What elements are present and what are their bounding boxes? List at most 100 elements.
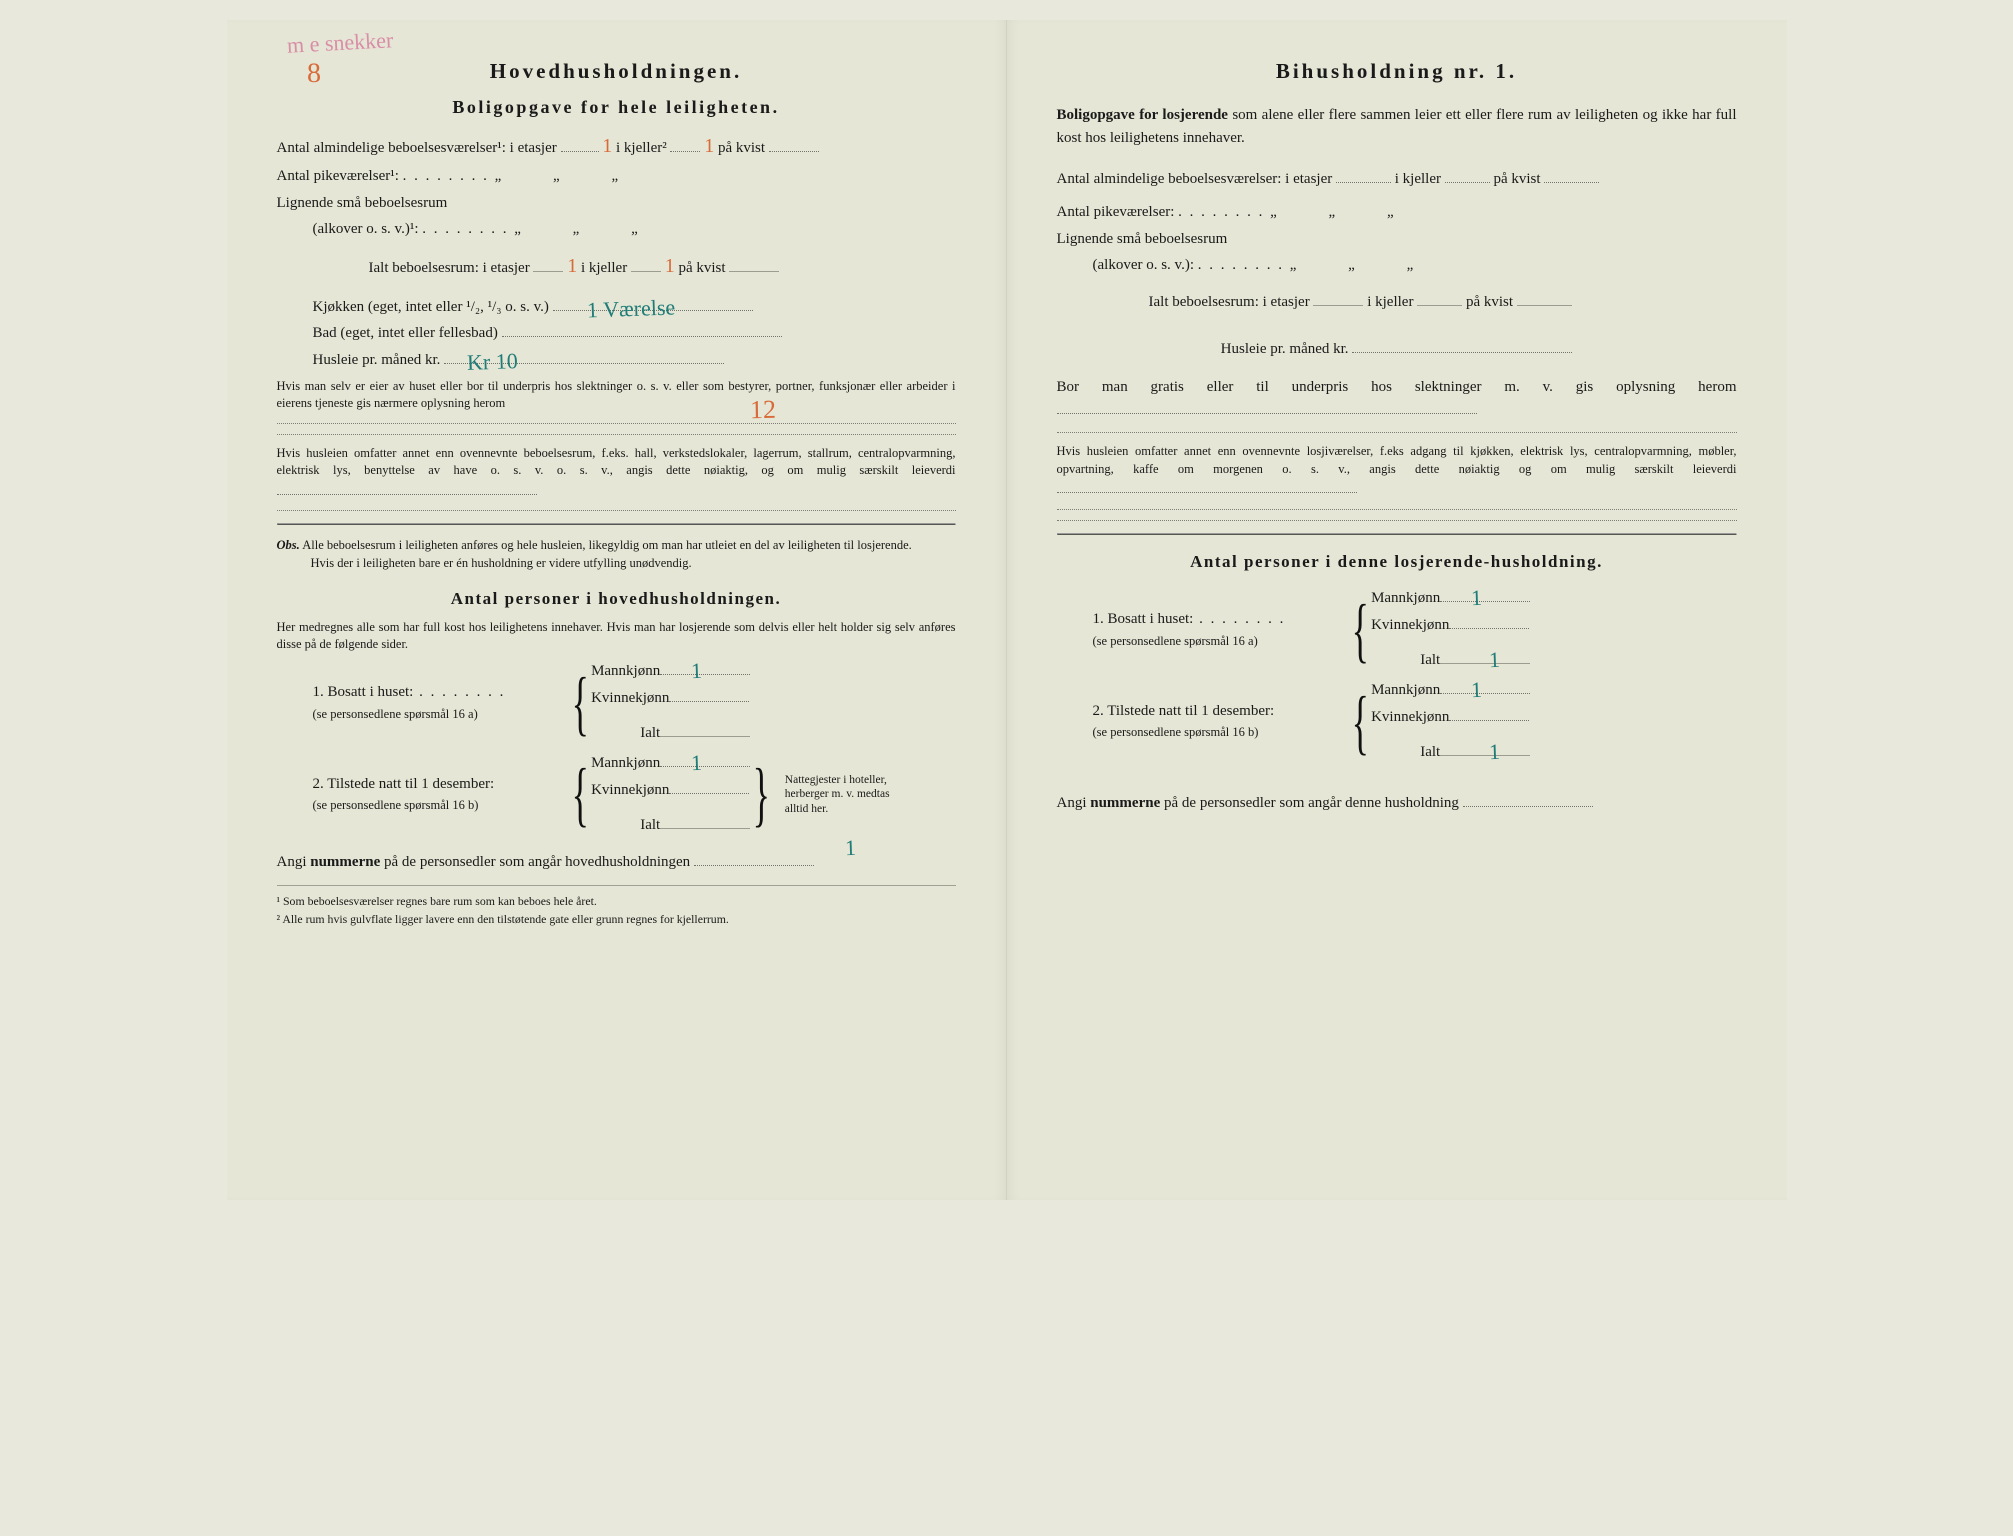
r-alkover: (alkover o. s. v.): „ „ „ [1057,254,1737,277]
left-title-2: Boligopgave for hele leiligheten. [277,94,956,122]
rule-1 [277,423,956,424]
kvinne-2: Kvinnekjønn [591,782,669,798]
r-ialt-1: Ialt [1420,652,1440,668]
ialt-1: Ialt [640,725,660,741]
r-rule-2 [1057,509,1737,510]
r-pike: Antal pikeværelser: [1057,204,1175,220]
hand-12: 12 [749,392,776,429]
husleie-note-text: Hvis husleien omfatter annet enn ovennev… [277,446,956,478]
r-rule-solid [1057,533,1737,535]
hand-angi: 1 [844,831,856,865]
r-alkover-label: (alkover o. s. v.): [1093,257,1195,273]
rule-solid-1 [277,523,956,525]
ialt-2: Ialt [640,817,660,833]
r-kvist: på kvist [1493,171,1540,187]
hand-mann-2: 1 [690,745,702,779]
rule-2 [277,434,956,435]
r-kvinne-2: Kvinnekjønn [1371,709,1449,725]
kjokken-label: Kjøkken (eget, intet eller ¹/₂, ¹/₃ o. s… [313,299,549,315]
line-ialt: Ialt beboelsesrum: i etasjer 1 i kjeller… [277,251,956,282]
item1-label: 1. Bosatt i huset: [313,681,563,704]
line-rooms: Antal almindelige beboelsesværelser¹: i … [277,131,956,162]
antal-note: Her medregnes alle som har full kost hos… [277,619,956,654]
r-line-rooms: Antal almindelige beboelsesværelser: i e… [1057,168,1737,191]
r-kjeller: i kjeller [1395,171,1441,187]
r-husleie: Husleie pr. måned kr. [1057,338,1737,361]
kvinne-1: Kvinnekjønn [591,690,669,706]
handwritten-pink-top: m e snekker [286,23,394,63]
line-kjokken: Kjøkken (eget, intet eller ¹/₂, ¹/₃ o. s… [277,296,956,319]
ialt-kvist: på kvist [678,260,725,276]
owner-note: Hvis man selv er eier av huset eller bor… [277,378,956,413]
rooms-kjeller: i kjeller² [616,140,667,156]
right-page: Bihusholdning nr. 1. Boligopgave for los… [1007,20,1787,1200]
antal-heading: Antal personer i hovedhusholdningen. [277,586,956,612]
r-husleie-note: Hvis husleien omfatter annet enn ovennev… [1057,443,1737,499]
group-2: 2. Tilstede natt til 1 desember: (se per… [313,752,956,838]
rooms-label: Antal almindelige beboelsesværelser¹: i … [277,140,557,156]
hand-kjeller: 1 [704,135,714,157]
r-item2-sub: (se personsedlene spørsmål 16 b) [1093,723,1343,742]
rooms-kvist: på kvist [718,140,765,156]
ialt-kjeller: i kjeller [581,260,627,276]
r-item2-label: 2. Tilstede natt til 1 desember: [1093,700,1343,723]
r-hand-ialt-2: 1 [1489,735,1501,769]
r-antal-h: Antal personer i denne losjerende-hushol… [1057,549,1737,575]
r-item1-sub: (se personsedlene spørsmål 16 a) [1093,632,1343,651]
hand-ialt-e: 1 [567,255,577,277]
mann-2: Mannkjønn [591,755,660,771]
husleie-note: Hvis husleien omfatter annet enn ovennev… [277,445,956,501]
item2-label: 2. Tilstede natt til 1 desember: [313,773,563,796]
r-mann-1: Mannkjønn [1371,590,1440,606]
item2-sub: (se personsedlene spørsmål 16 b) [313,796,563,815]
rule-3 [277,510,956,511]
r-ialt: Ialt beboelsesrum: i etasjer i kjeller p… [1057,291,1737,314]
fn1: ¹ Som beboelsesværelser regnes bare rum … [277,892,956,910]
r-rule-3 [1057,520,1737,521]
right-title: Bihusholdning nr. 1. [1057,55,1737,88]
line-lign: Lignende små beboelsesrum [277,192,956,215]
obs-text-1: Alle beboelsesrum i leiligheten anføres … [302,538,912,552]
obs-text-2: Hvis der i leiligheten bare er én hushol… [311,555,692,573]
line-husleie: Husleie pr. måned kr. Kr 10 [277,349,956,372]
r-hand-mann-1: 1 [1470,581,1482,615]
hand-mann-1: 1 [690,654,702,688]
r-husleie-label: Husleie pr. måned kr. [1221,341,1349,357]
r-kvinne-1: Kvinnekjønn [1371,617,1449,633]
r-gratis-text: Bor man gratis eller til underpris hos s… [1057,379,1737,395]
r-hand-mann-2: 1 [1470,672,1482,706]
r-line-pike: Antal pikeværelser: „ „ „ [1057,201,1737,224]
handwritten-red-8: 8 [306,52,321,96]
r-line-lign: Lignende små beboelsesrum [1057,228,1737,251]
r-ialt-kvist: på kvist [1466,294,1513,310]
intro-bold: Boligopgave for losjerende [1057,107,1228,123]
line-alkover: (alkover o. s. v.)¹: „ „ „ [277,218,956,241]
r-angi: Angi nummerne på de personsedler som ang… [1057,792,1737,815]
owner-note-text: Hvis man selv er eier av huset eller bor… [277,379,956,411]
footnotes: ¹ Som beboelsesværelser regnes bare rum … [277,885,956,929]
r-gratis: Bor man gratis eller til underpris hos s… [1057,376,1737,423]
obs-label: Obs. [277,538,300,552]
left-page: m e snekker 8 Hovedhusholdningen. Boligo… [227,20,1007,1200]
husleie-label: Husleie pr. måned kr. [313,352,441,368]
hand-husleie: Kr 10 [466,344,518,380]
mann-1: Mannkjønn [591,663,660,679]
right-intro: Boligopgave for losjerende som alene ell… [1057,104,1737,151]
left-title-1: Hovedhusholdningen. [277,55,956,88]
document-spread: m e snekker 8 Hovedhusholdningen. Boligo… [227,20,1787,1200]
r-ialt-kjeller: i kjeller [1367,294,1413,310]
group-1: 1. Bosatt i huset: (se personsedlene spø… [313,660,956,746]
hand-ialt-k: 1 [665,255,675,277]
line-pike: Antal pikeværelser¹: „ „ „ [277,165,956,188]
r-group-2: 2. Tilstede natt til 1 desember: (se per… [1093,679,1737,765]
r-lign: Lignende små beboelsesrum [1057,231,1228,247]
r-ialt-label: Ialt beboelsesrum: i etasjer [1149,294,1310,310]
lign-label: Lignende små beboelsesrum [277,195,448,211]
r-rule-1 [1057,432,1737,433]
alkover-label: (alkover o. s. v.)¹: [313,221,419,237]
bad-label: Bad (eget, intet eller fellesbad) [313,325,498,341]
r-ialt-2: Ialt [1420,744,1440,760]
r-hand-ialt-1: 1 [1489,643,1501,677]
obs-block: Obs. Alle beboelsesrum i leiligheten anf… [277,537,956,572]
side-note: Nattegjester i hoteller, herberger m. v.… [785,773,915,816]
